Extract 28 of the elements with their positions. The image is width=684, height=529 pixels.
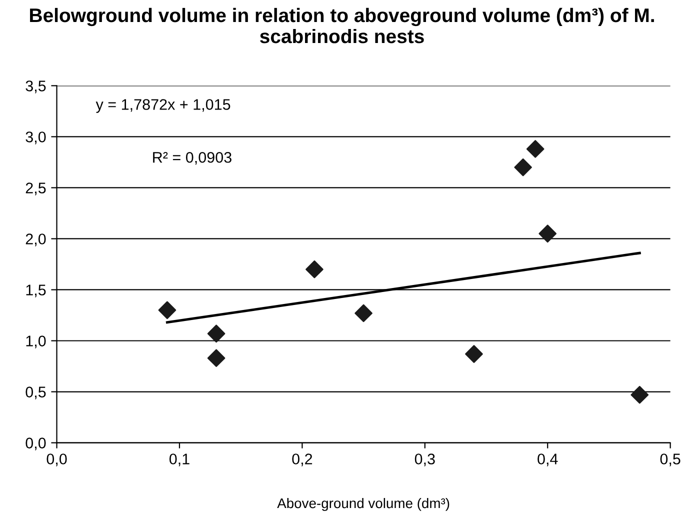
annotation: y = 1,7872x + 1,015 (96, 99, 230, 113)
chart-title: Belowground volume in relation to aboveground volume (dm³) of M. scabrinodis nests (30, 8, 654, 44)
point (158, 301, 176, 320)
point (526, 140, 544, 158)
y-tick-label: 0,0 (26, 438, 46, 450)
annotation: R² = 0,0903 (153, 152, 232, 165)
x-axis-title: Above-ground volume (dm³) (277, 498, 450, 511)
point (538, 224, 557, 243)
point (354, 304, 372, 322)
point (306, 260, 324, 278)
y-tick-label: 1,5 (26, 284, 46, 298)
x-tick-label: 0,0 (46, 454, 67, 466)
x-tick-label: 0,5 (660, 454, 680, 466)
y-tick-label: 3,0 (26, 132, 46, 144)
point (465, 345, 483, 363)
x-tick-label: 0,1 (169, 454, 190, 466)
y-tick-label: 2,5 (26, 182, 46, 196)
x-tick-label: 0,4 (538, 454, 558, 466)
x-tick-label: 0,2 (292, 454, 312, 466)
y-tick-label: 1,0 (26, 336, 46, 348)
y-tick-label: 2,0 (26, 234, 46, 246)
point (207, 324, 226, 343)
y-tick-label: 0,5 (26, 386, 46, 400)
point (630, 386, 649, 404)
x-tick-label: 0,3 (414, 454, 435, 466)
point (207, 349, 226, 368)
y-tick-label: 3,5 (26, 80, 46, 94)
point (514, 158, 532, 176)
